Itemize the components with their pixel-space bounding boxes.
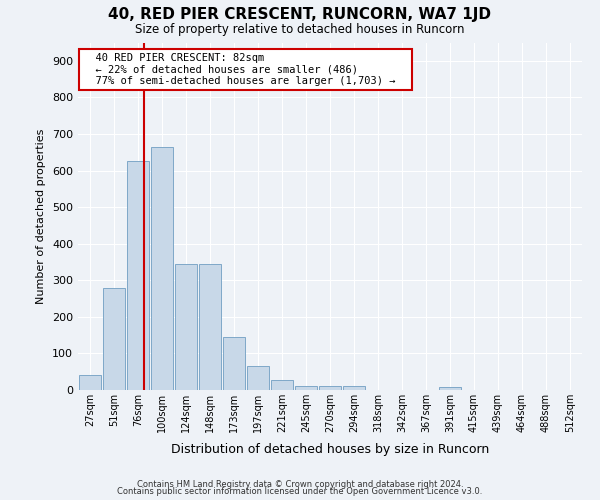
- Bar: [247, 366, 269, 390]
- Bar: [295, 386, 317, 390]
- Text: Size of property relative to detached houses in Runcorn: Size of property relative to detached ho…: [135, 22, 465, 36]
- Bar: [271, 380, 293, 390]
- Text: 40, RED PIER CRESCENT, RUNCORN, WA7 1JD: 40, RED PIER CRESCENT, RUNCORN, WA7 1JD: [109, 8, 491, 22]
- Y-axis label: Number of detached properties: Number of detached properties: [37, 128, 46, 304]
- Bar: [343, 386, 365, 390]
- Bar: [223, 337, 245, 390]
- Bar: [439, 387, 461, 390]
- Bar: [127, 162, 149, 390]
- Bar: [79, 374, 101, 390]
- Bar: [319, 386, 341, 390]
- Bar: [199, 264, 221, 390]
- Bar: [151, 147, 173, 390]
- Bar: [175, 264, 197, 390]
- Text: 40 RED PIER CRESCENT: 82sqm  
  ← 22% of detached houses are smaller (486)  
  7: 40 RED PIER CRESCENT: 82sqm ← 22% of det…: [83, 53, 408, 86]
- Text: Contains public sector information licensed under the Open Government Licence v3: Contains public sector information licen…: [118, 487, 482, 496]
- Text: Contains HM Land Registry data © Crown copyright and database right 2024.: Contains HM Land Registry data © Crown c…: [137, 480, 463, 489]
- X-axis label: Distribution of detached houses by size in Runcorn: Distribution of detached houses by size …: [171, 444, 489, 456]
- Bar: [103, 288, 125, 390]
